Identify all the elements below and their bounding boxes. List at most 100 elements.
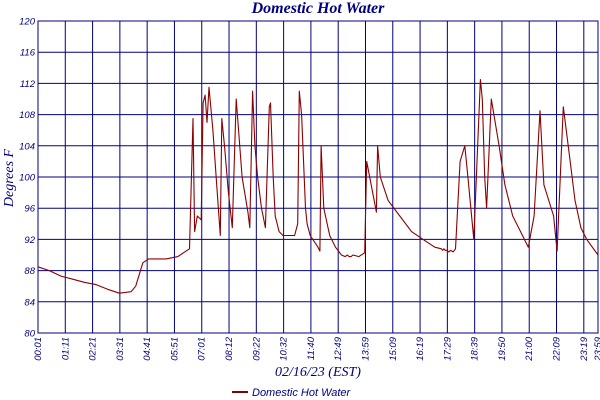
data-point xyxy=(423,239,424,240)
data-point xyxy=(305,208,306,209)
data-point xyxy=(569,153,570,154)
data-point xyxy=(335,247,336,248)
data-point xyxy=(192,118,193,119)
y-tick-label: 108 xyxy=(19,110,36,121)
data-point xyxy=(317,247,318,248)
data-point xyxy=(491,98,492,99)
data-point xyxy=(273,176,274,177)
data-point xyxy=(482,98,483,99)
data-point xyxy=(299,91,300,92)
x-tick-label: 17:29 xyxy=(442,336,453,360)
y-tick-label: 116 xyxy=(20,48,36,59)
data-point xyxy=(377,145,378,146)
x-tick-label: 19:50 xyxy=(497,336,508,360)
data-point xyxy=(512,215,513,216)
x-tick-label: 18:39 xyxy=(470,336,481,360)
data-point xyxy=(224,145,225,146)
y-tick-label: 120 xyxy=(19,17,36,28)
data-point xyxy=(84,282,85,283)
series-line-domestic-hot-water xyxy=(37,78,599,294)
data-point xyxy=(553,215,554,216)
data-point xyxy=(323,208,324,209)
data-point xyxy=(279,231,280,232)
x-tick-label: 23:19 xyxy=(579,336,590,361)
y-tick-label: 84 xyxy=(24,297,35,308)
data-point xyxy=(221,118,222,119)
data-point xyxy=(453,251,454,252)
data-point xyxy=(522,235,523,236)
data-point xyxy=(539,110,540,111)
data-point xyxy=(376,212,377,213)
data-point xyxy=(446,250,447,251)
data-point xyxy=(107,289,108,290)
y-tick-label: 92 xyxy=(24,235,35,246)
data-point xyxy=(197,215,198,216)
y-axis-label: Degrees F xyxy=(2,148,17,208)
x-tick-label: 02:21 xyxy=(88,337,99,361)
data-point xyxy=(154,258,155,259)
x-tick-label: 15:09 xyxy=(388,336,399,360)
data-point xyxy=(294,235,295,236)
x-tick-label: 23:59 xyxy=(593,336,600,361)
series-layer xyxy=(37,78,599,294)
data-point xyxy=(534,215,535,216)
data-point xyxy=(504,184,505,185)
data-point xyxy=(220,235,221,236)
y-tick-label: 96 xyxy=(24,204,35,215)
data-point xyxy=(228,192,229,193)
data-point xyxy=(60,276,61,277)
y-tick-label: 104 xyxy=(19,141,35,152)
data-point xyxy=(473,239,474,240)
data-point xyxy=(297,223,298,224)
data-point xyxy=(345,256,346,257)
data-point xyxy=(388,200,389,201)
data-point xyxy=(563,106,564,107)
y-tick-label: 112 xyxy=(20,79,36,90)
legend: Domestic Hot Water xyxy=(232,387,352,399)
data-point xyxy=(399,215,400,216)
data-point xyxy=(358,256,359,257)
y-tick-label: 100 xyxy=(19,173,36,184)
data-point xyxy=(288,235,289,236)
data-point xyxy=(329,235,330,236)
data-point xyxy=(480,79,481,80)
x-tick-label: 05:51 xyxy=(169,337,180,361)
data-point xyxy=(484,176,485,177)
data-point xyxy=(270,102,271,103)
data-point xyxy=(249,227,250,228)
data-point xyxy=(341,254,342,255)
grid xyxy=(37,20,599,334)
data-point xyxy=(319,251,320,252)
data-point xyxy=(208,87,209,88)
data-point xyxy=(282,235,283,236)
data-point xyxy=(189,248,190,249)
data-point xyxy=(460,161,461,162)
data-point xyxy=(351,256,352,257)
data-point xyxy=(301,114,302,115)
data-point xyxy=(183,252,184,253)
data-point xyxy=(528,247,529,248)
data-point xyxy=(586,239,587,240)
data-point xyxy=(434,247,435,248)
data-point xyxy=(441,248,442,249)
data-point xyxy=(464,145,465,146)
data-point xyxy=(72,279,73,280)
x-tick-label: 10:32 xyxy=(279,336,290,360)
x-axis-label: 02/16/23 (EST) xyxy=(275,365,361,380)
data-point xyxy=(177,256,178,257)
x-tick-label: 12:49 xyxy=(333,336,344,360)
data-point xyxy=(49,270,50,271)
data-point xyxy=(242,176,243,177)
data-point xyxy=(524,239,525,240)
data-point xyxy=(265,227,266,228)
data-point xyxy=(269,106,270,107)
x-tick-label: 16:19 xyxy=(415,336,426,360)
data-point xyxy=(597,254,598,255)
x-tick-label: 08:12 xyxy=(224,336,235,360)
data-point xyxy=(556,243,557,244)
data-point xyxy=(148,258,149,259)
data-point xyxy=(135,286,136,287)
data-point xyxy=(574,200,575,201)
data-point xyxy=(310,235,311,236)
data-point xyxy=(232,227,233,228)
